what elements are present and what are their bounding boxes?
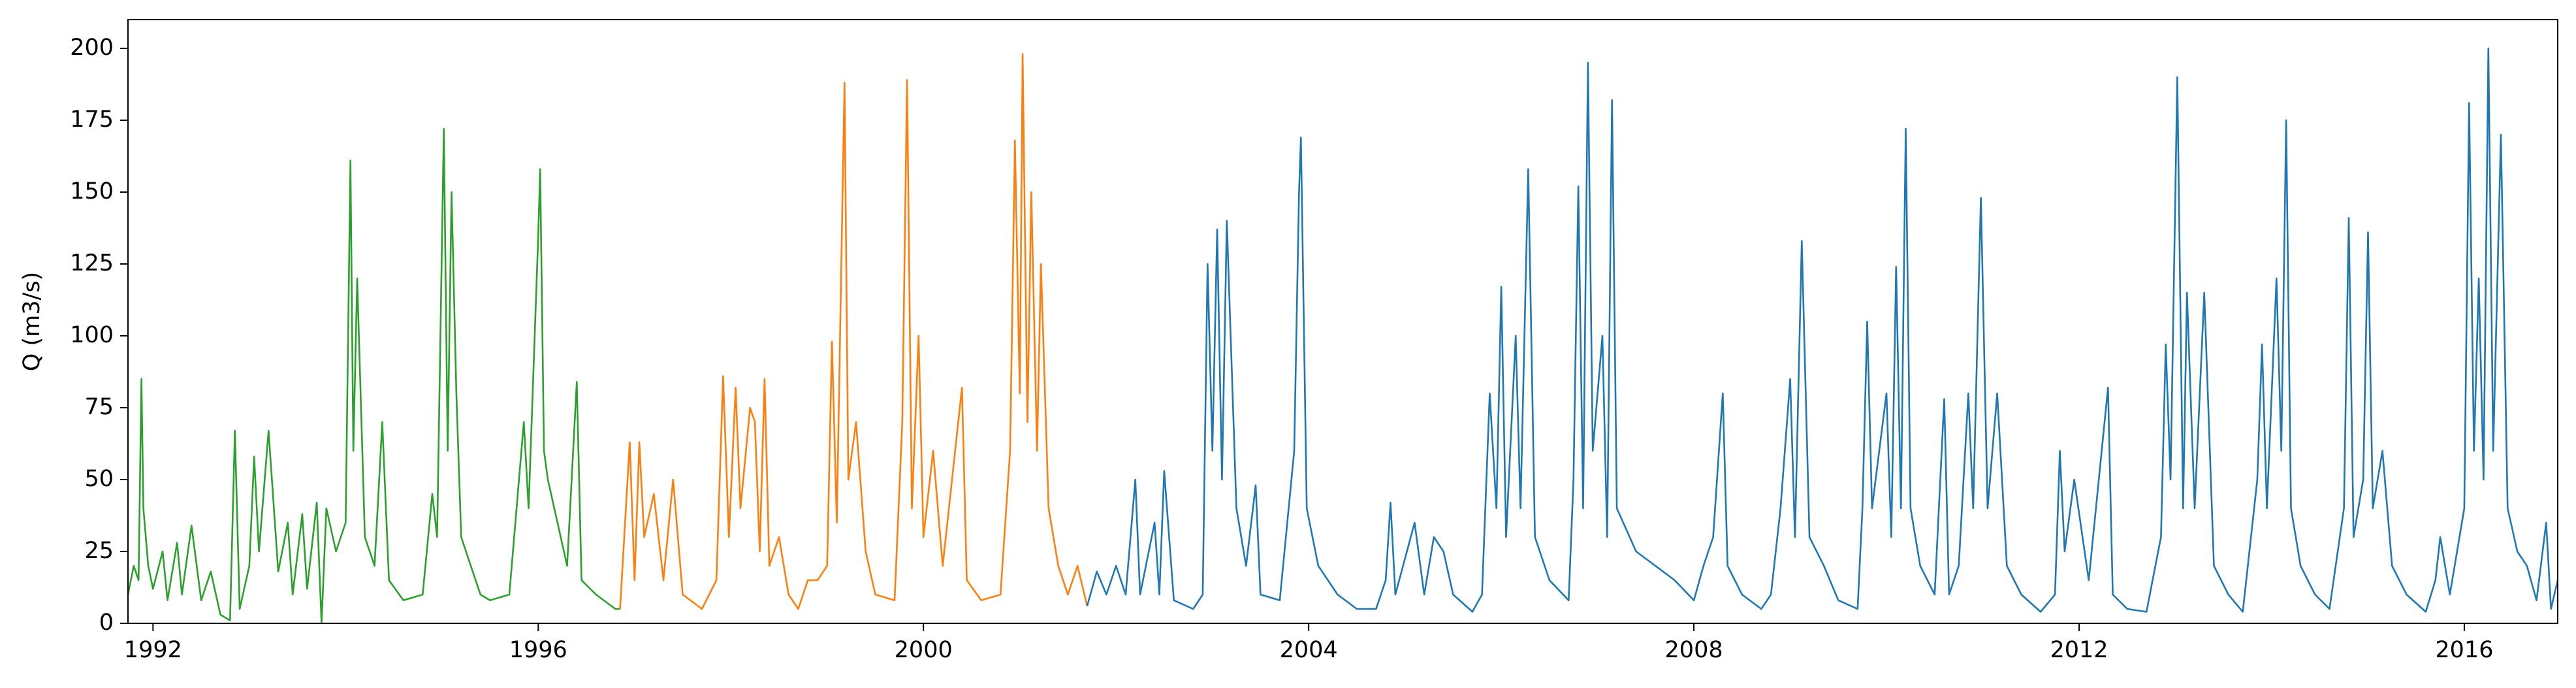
y-tick-label: 50 [84,466,114,492]
y-axis-label: Q (m3/s) [19,272,45,371]
series-line [619,53,1089,610]
x-tick-label: 1992 [124,637,182,663]
y-tick-label: 150 [70,178,114,205]
x-tick-label: 2016 [2435,637,2493,663]
y-tick-label: 75 [84,394,114,420]
x-tick-label: 2008 [1665,637,1723,663]
x-tick-label: 1996 [509,637,567,663]
y-tick-label: 0 [99,610,114,636]
series-line [128,127,620,623]
x-tick-label: 2004 [1280,637,1338,663]
series-line [1086,47,2558,613]
x-tick-label: 2012 [2050,637,2108,663]
y-tick-label: 175 [70,106,114,133]
plot-frame [127,19,2558,624]
y-tick-label: 100 [70,322,114,348]
y-tick-label: 200 [70,35,114,61]
y-tick-label: 125 [70,250,114,276]
x-tick-label: 2000 [895,637,953,663]
y-tick-label: 25 [84,538,114,564]
